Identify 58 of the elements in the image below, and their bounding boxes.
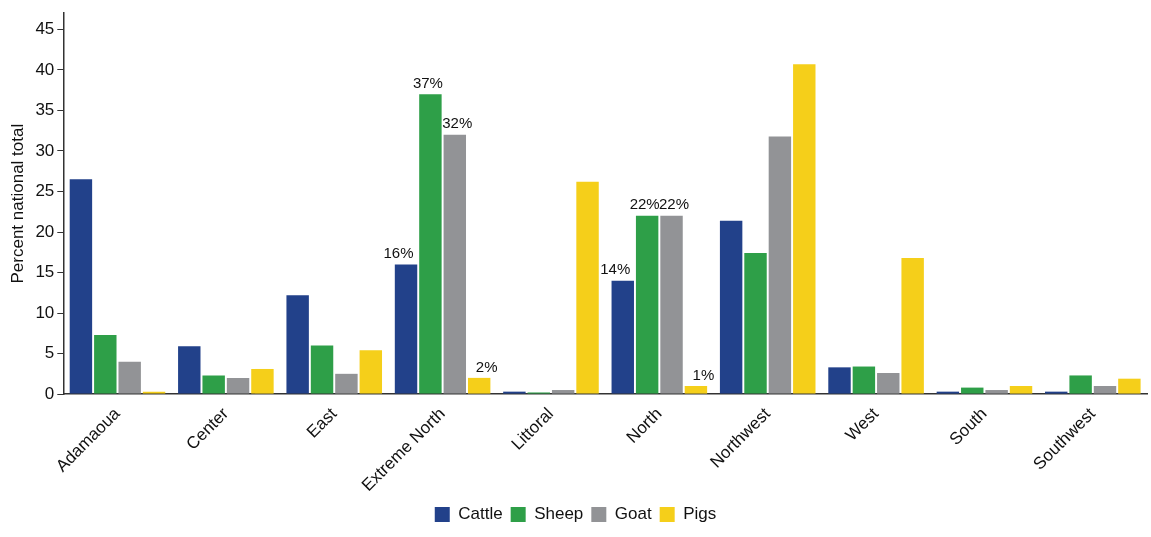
- data-label: 32%: [442, 114, 473, 132]
- bar: [660, 215, 683, 394]
- bar: [635, 215, 659, 394]
- bar: [611, 280, 634, 394]
- bar: [719, 220, 743, 394]
- data-label: 37%: [412, 73, 443, 91]
- bar: [1069, 375, 1092, 394]
- data-label: 2%: [475, 357, 498, 375]
- y-tick-label: 30: [35, 140, 55, 160]
- data-label: 1%: [692, 365, 715, 383]
- bar: [828, 367, 851, 394]
- data-label: 16%: [383, 244, 414, 262]
- bar: [69, 179, 93, 394]
- bar: [551, 390, 575, 394]
- bar: [1118, 378, 1141, 394]
- bar: [467, 377, 491, 394]
- bar: [226, 377, 250, 394]
- bar: [744, 253, 767, 394]
- data-label: 22%: [629, 195, 660, 213]
- bar: [768, 136, 792, 394]
- bar: [251, 368, 274, 394]
- bar: [286, 295, 309, 394]
- y-tick-label: 45: [35, 19, 55, 39]
- bar: [178, 346, 201, 394]
- bar: [684, 385, 708, 394]
- y-axis-title: Percent national total: [7, 123, 27, 284]
- bar: [852, 366, 876, 394]
- bar: [202, 375, 225, 394]
- y-tick-label: 35: [35, 100, 55, 120]
- bar: [985, 390, 1008, 394]
- bar: [443, 134, 467, 394]
- legend-label: Cattle: [458, 504, 503, 524]
- legend-label: Pigs: [683, 504, 717, 524]
- bar: [576, 181, 599, 394]
- bar: [359, 350, 383, 394]
- legend-label: Sheep: [534, 504, 584, 524]
- bar: [419, 94, 442, 394]
- bar: [877, 373, 900, 394]
- bar: [961, 387, 984, 394]
- bar: [793, 64, 816, 394]
- y-tick-label: 40: [35, 59, 55, 79]
- y-tick-label: 20: [35, 221, 55, 241]
- bar: [335, 373, 358, 394]
- data-label: 22%: [659, 195, 690, 213]
- bar: [310, 345, 334, 394]
- data-label: 14%: [600, 260, 631, 278]
- y-tick-label: 15: [35, 262, 55, 282]
- bar: [394, 264, 418, 394]
- y-tick-label: 25: [35, 181, 55, 201]
- bar: [94, 334, 117, 394]
- legend-label: Goat: [614, 504, 652, 524]
- y-tick-label: 5: [44, 343, 55, 363]
- y-tick-label: 0: [44, 383, 55, 403]
- bar: [1093, 385, 1117, 394]
- y-tick-label: 10: [35, 302, 55, 322]
- bar: [901, 257, 924, 394]
- bar: [118, 361, 141, 394]
- bar: [1009, 385, 1033, 394]
